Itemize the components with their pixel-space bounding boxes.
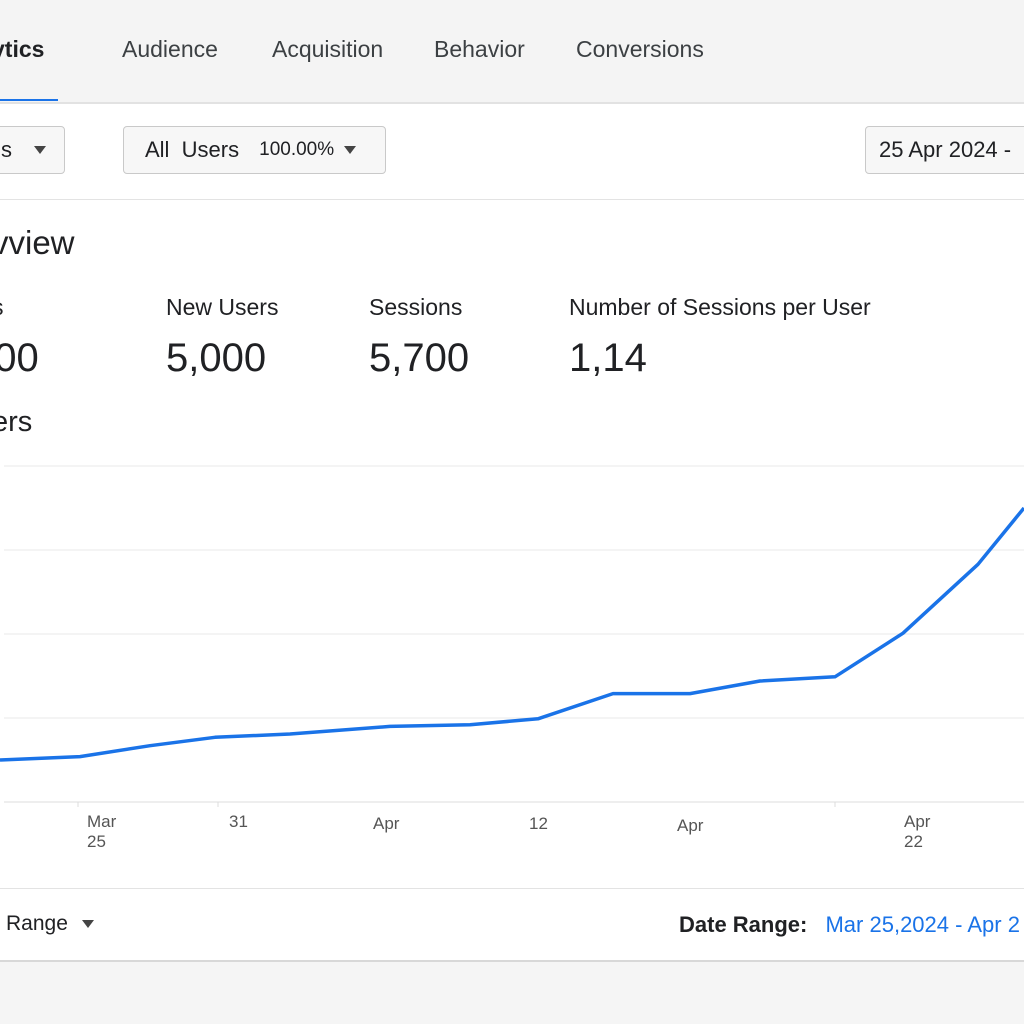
tab-conversions[interactable]: Conversions (576, 36, 704, 62)
caret-down-icon (344, 146, 357, 154)
caret-down-icon (34, 146, 46, 154)
x-tick-label: 31 (229, 812, 248, 832)
segment-label: All Users (145, 137, 240, 162)
date-range-display: Date Range: Mar 25,2024 - Apr 2 (679, 912, 1020, 938)
metric-new-users-value: 5,000 (166, 336, 267, 380)
x-tick-line1: Mar (87, 812, 117, 831)
divider (0, 888, 1024, 889)
x-tick-line2: 22 (904, 832, 923, 851)
users-line-chart (0, 465, 1024, 807)
date-picker-value: 25 Apr 2024 - (879, 137, 1012, 162)
x-tick-label: 12 (529, 814, 548, 834)
metric-sessions-label: Sessions (369, 294, 463, 320)
metric-sessions-per-user-label: Number of Sessions per User (569, 294, 871, 320)
x-tick-line1: Apr (373, 814, 400, 833)
metric-sessions-value: 5,700 (369, 336, 470, 380)
metric-sessions-per-user-value: 1,14 (569, 336, 647, 380)
segment-percent: 100.00% (259, 139, 335, 160)
chart-title: ers (0, 406, 33, 438)
view-dropdown[interactable]: s (0, 126, 65, 174)
active-tab-indicator (0, 99, 58, 101)
divider (0, 199, 1024, 200)
top-navigation: ytics Audience Acquisition Behavior Conv… (0, 0, 1024, 104)
x-tick-line1: Apr (677, 816, 704, 835)
x-tick-line1: 12 (529, 814, 548, 833)
x-tick-line1: 31 (229, 812, 248, 831)
date-range-link[interactable]: Mar 25,2024 - Apr 2 (825, 912, 1020, 937)
caret-down-icon (81, 920, 94, 928)
view-dropdown-label: s (1, 137, 12, 162)
main-panel: s All Users 100.00% 25 Apr 2024 - vview … (0, 104, 1024, 962)
metric-users-value: 000 (0, 336, 39, 380)
x-tick-line2: 25 (87, 832, 106, 851)
x-tick-label: Apr 22 (904, 812, 930, 852)
x-tick-label: Apr (373, 814, 399, 834)
date-picker[interactable]: 25 Apr 2024 - (865, 126, 1024, 174)
range-dropdown[interactable]: Range (6, 912, 94, 936)
range-dropdown-label: Range (6, 912, 68, 935)
date-range-label: Date Range: (679, 912, 808, 937)
page-title: vview (0, 224, 75, 261)
x-tick-line1: Apr (904, 812, 931, 831)
app-brand-tab[interactable]: ytics (0, 36, 45, 62)
tab-behavior[interactable]: Behavior (434, 36, 525, 62)
x-tick-label: Mar 25 (87, 812, 116, 852)
segment-dropdown[interactable]: All Users 100.00% (123, 126, 386, 174)
metric-new-users-label: New Users (166, 294, 279, 320)
x-tick-label: Apr (677, 816, 703, 836)
tab-acquisition[interactable]: Acquisition (272, 36, 384, 62)
metric-users-label: s (0, 294, 4, 321)
tab-audience[interactable]: Audience (122, 36, 218, 62)
